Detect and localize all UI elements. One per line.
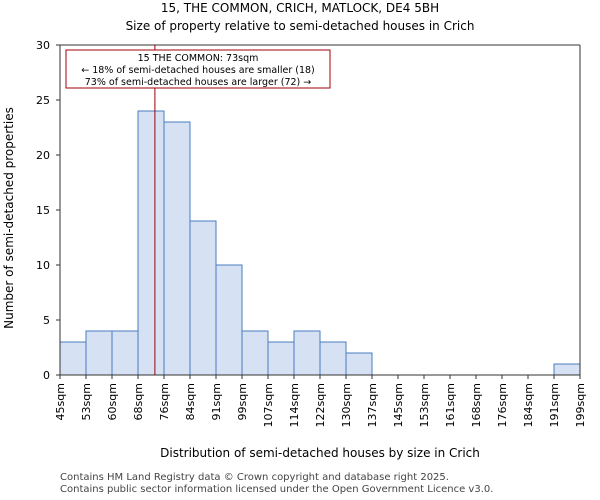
bar-130sqm	[345, 352, 373, 376]
bar-91sqm	[215, 264, 243, 376]
x-tick-label: 99sqm	[236, 383, 249, 420]
bar-60sqm	[111, 330, 139, 376]
x-tick-label: 176sqm	[496, 383, 509, 427]
bar-114sqm	[293, 330, 321, 376]
footer-line-2: Contains public sector information licen…	[60, 484, 494, 495]
x-tick-label: 191sqm	[548, 383, 561, 427]
annotation-box: 15 THE COMMON: 73sqm ← 18% of semi-detac…	[65, 49, 331, 89]
x-tick-label: 199sqm	[574, 383, 587, 427]
footer-line-1: Contains HM Land Registry data © Crown c…	[60, 472, 449, 483]
x-tick-label: 91sqm	[210, 383, 223, 420]
bar-45sqm	[59, 341, 87, 376]
x-tick-label: 122sqm	[314, 383, 327, 427]
x-tick-label: 137sqm	[366, 383, 379, 427]
bars-group	[59, 110, 581, 376]
x-axis-label: Distribution of semi-detached houses by …	[160, 446, 480, 460]
y-tick-label: 5	[43, 314, 50, 327]
axes-group: 0 5 10 15 20 25 30 45sqm 53sqm 60sqm 68sqm 76sqm 84s…	[36, 39, 587, 427]
histogram-chart: 15, THE COMMON, CRICH, MATLOCK, DE4 5BH …	[2, 1, 587, 460]
x-tick-label: 68sqm	[132, 383, 145, 420]
y-tick-label: 0	[43, 369, 50, 382]
bar-122sqm	[319, 341, 347, 376]
bar-191sqm	[553, 363, 581, 376]
x-tick-label: 114sqm	[288, 383, 301, 427]
annotation-line-smaller: ← 18% of semi-detached houses are smalle…	[81, 65, 315, 76]
y-tick-label: 25	[36, 94, 50, 107]
x-tick-label: 76sqm	[158, 383, 171, 420]
x-tick-label: 60sqm	[106, 383, 119, 420]
bar-76sqm	[163, 121, 191, 376]
bar-68sqm	[137, 110, 165, 376]
x-tick-label: 84sqm	[184, 383, 197, 420]
x-tick-label: 153sqm	[418, 383, 431, 427]
x-tick-label: 168sqm	[470, 383, 483, 427]
y-tick-label: 15	[36, 204, 50, 217]
chart-title: 15, THE COMMON, CRICH, MATLOCK, DE4 5BH	[161, 1, 439, 15]
x-tick-label: 107sqm	[262, 383, 275, 427]
y-tick-label: 20	[36, 149, 50, 162]
bar-84sqm	[189, 220, 217, 376]
y-tick-label: 10	[36, 259, 50, 272]
annotation-rect	[65, 49, 331, 89]
x-tick-label: 145sqm	[392, 383, 405, 427]
annotation-line-property: 15 THE COMMON: 73sqm	[138, 53, 259, 64]
bar-107sqm	[267, 341, 295, 376]
y-axis-label: Number of semi-detached properties	[2, 107, 16, 329]
y-tick-label: 30	[36, 39, 50, 52]
x-tick-label: 130sqm	[340, 383, 353, 427]
bar-53sqm	[85, 330, 113, 376]
x-tick-label: 45sqm	[54, 383, 67, 420]
chart-subtitle: Size of property relative to semi-detach…	[126, 19, 475, 33]
bar-99sqm	[241, 330, 269, 376]
x-tick-label: 161sqm	[444, 383, 457, 427]
annotation-line-larger: 73% of semi-detached houses are larger (…	[85, 77, 312, 88]
x-tick-label: 53sqm	[80, 383, 93, 420]
x-tick-label: 184sqm	[522, 383, 535, 427]
